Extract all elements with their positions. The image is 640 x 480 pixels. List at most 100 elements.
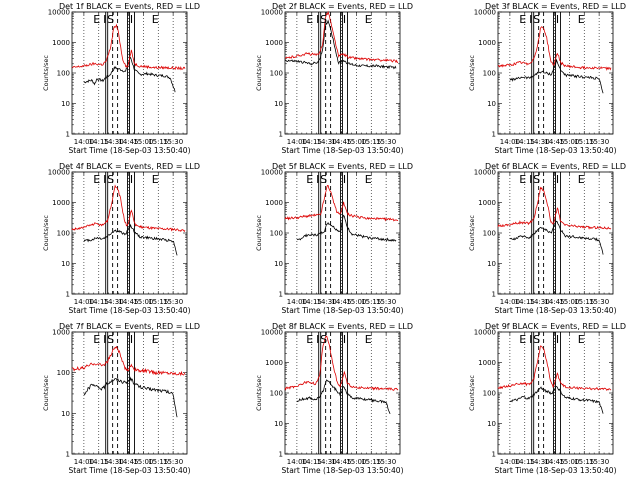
panel-title: Det 4f BLACK = Events, RED = LLD — [59, 162, 200, 171]
x-tick-label: 15:00 — [559, 458, 579, 466]
x-tick-label: 15:15 — [148, 298, 168, 306]
region-label: I — [343, 173, 346, 186]
region-label: E — [152, 333, 159, 346]
y-tick-label: 100 — [483, 390, 496, 398]
y-tick-label: 100 — [483, 70, 496, 78]
region-label: E — [519, 333, 526, 346]
x-tick-label: 15:00 — [346, 138, 366, 146]
x-axis-label: Start Time (18-Sep-03 13:50:40) — [495, 146, 617, 155]
y-tick-label: 1 — [66, 131, 70, 139]
x-tick-label: 14:30 — [104, 138, 124, 146]
region-label: S — [533, 173, 540, 186]
x-tick-label: 14:30 — [317, 458, 337, 466]
x-tick-label: 14:30 — [317, 298, 337, 306]
x-axis-label: Start Time (18-Sep-03 13:50:40) — [495, 466, 617, 475]
y-tick-label: 10 — [61, 260, 70, 268]
y-tick-label: 10 — [61, 100, 70, 108]
lld-series-line — [71, 23, 186, 71]
region-label: E — [306, 173, 313, 186]
y-tick-label: 1000 — [265, 39, 283, 47]
lld-series-line — [284, 184, 399, 222]
x-tick-label: 14:45 — [331, 138, 351, 146]
region-label: I — [103, 13, 106, 26]
region-label: I — [343, 13, 346, 26]
x-tick-label: 15:15 — [574, 138, 594, 146]
y-tick-label: 1 — [492, 451, 496, 459]
x-tick-label: 14:15 — [515, 298, 535, 306]
region-label: I — [316, 333, 319, 346]
y-tick-label: 10 — [487, 420, 496, 428]
x-tick-label: 15:00 — [559, 298, 579, 306]
region-label: I — [130, 333, 133, 346]
y-tick-label: 1000 — [52, 329, 70, 337]
y-tick-label: 10000 — [474, 9, 496, 17]
region-label: I — [529, 333, 532, 346]
x-tick-label: 14:00 — [500, 298, 520, 306]
x-tick-label: 15:15 — [148, 458, 168, 466]
y-tick-label: 10 — [274, 260, 283, 268]
region-label: E — [578, 173, 585, 186]
y-tick-label: 100 — [270, 70, 283, 78]
x-tick-label: 15:30 — [589, 298, 609, 306]
x-tick-label: 15:15 — [361, 298, 381, 306]
x-axis-label: Start Time (18-Sep-03 13:50:40) — [282, 146, 404, 155]
events-series-line — [83, 376, 178, 418]
y-axis-label: Counts/sec — [468, 215, 476, 251]
x-axis-label: Start Time (18-Sep-03 13:50:40) — [282, 466, 404, 475]
x-tick-label: 15:30 — [376, 458, 396, 466]
events-series-line — [83, 223, 178, 256]
x-tick-label: 15:00 — [133, 458, 153, 466]
y-tick-label: 100 — [270, 390, 283, 398]
x-tick-label: 15:15 — [574, 458, 594, 466]
x-axis-label: Start Time (18-Sep-03 13:50:40) — [282, 306, 404, 315]
lld-series-line — [497, 26, 612, 71]
panel-title: Det 8f BLACK = Events, RED = LLD — [272, 322, 413, 331]
x-tick-label: 14:00 — [500, 458, 520, 466]
x-tick-label: 14:30 — [104, 298, 124, 306]
x-tick-label: 15:30 — [589, 138, 609, 146]
y-tick-label: 1000 — [52, 39, 70, 47]
x-tick-label: 15:15 — [148, 138, 168, 146]
x-tick-label: 15:15 — [361, 138, 381, 146]
y-tick-label: 10 — [61, 410, 70, 418]
panel-title: Det 2f BLACK = Events, RED = LLD — [272, 2, 413, 11]
y-tick-label: 10000 — [48, 9, 70, 17]
region-label: I — [316, 13, 319, 26]
y-axis-label: Counts/sec — [255, 55, 263, 91]
region-label: S — [107, 173, 114, 186]
lld-series-line — [497, 186, 612, 230]
x-tick-label: 15:30 — [163, 298, 183, 306]
region-label: E — [578, 13, 585, 26]
region-label: I — [103, 333, 106, 346]
y-axis-label: Counts/sec — [42, 55, 50, 91]
y-tick-label: 1 — [279, 131, 283, 139]
region-label: E — [152, 173, 159, 186]
y-tick-label: 1 — [279, 291, 283, 299]
events-series-line — [509, 220, 604, 255]
x-tick-label: 14:00 — [287, 458, 307, 466]
region-label: S — [533, 13, 540, 26]
region-label: I — [130, 13, 133, 26]
x-tick-label: 15:30 — [163, 458, 183, 466]
x-axis-label: Start Time (18-Sep-03 13:50:40) — [69, 466, 191, 475]
region-label: I — [103, 173, 106, 186]
region-label: E — [93, 13, 100, 26]
x-tick-label: 14:15 — [515, 458, 535, 466]
x-tick-label: 14:15 — [89, 138, 109, 146]
y-axis-label: Counts/sec — [468, 55, 476, 91]
region-label: E — [365, 173, 372, 186]
events-series-line — [296, 214, 397, 242]
x-tick-label: 14:15 — [302, 458, 322, 466]
y-tick-label: 100 — [57, 70, 70, 78]
region-label: E — [93, 333, 100, 346]
y-tick-label: 1000 — [265, 199, 283, 207]
x-tick-label: 15:30 — [376, 138, 396, 146]
x-tick-label: 14:15 — [302, 138, 322, 146]
x-tick-label: 14:30 — [104, 458, 124, 466]
